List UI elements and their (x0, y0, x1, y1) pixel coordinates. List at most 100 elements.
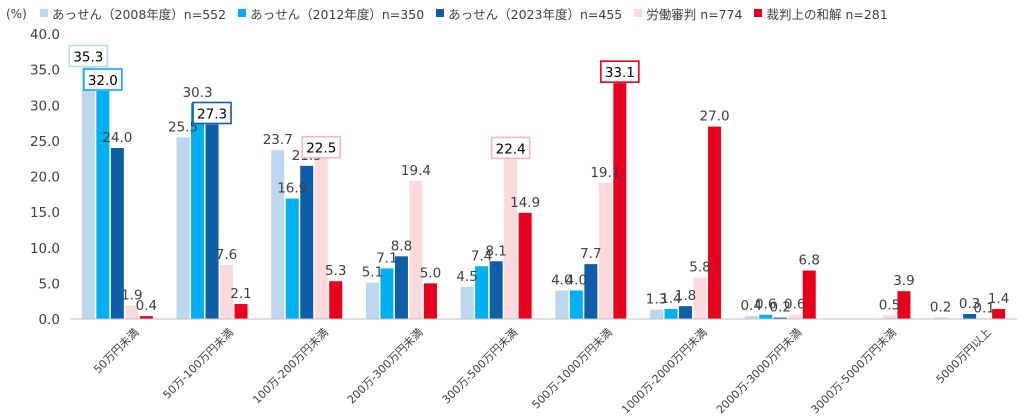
bar-s2-c5 (584, 264, 598, 319)
bar-s3-c0 (125, 305, 139, 319)
x-category-label: 300万-500万円未満 (440, 326, 521, 407)
data-label-s0-c7: 0.4 (741, 298, 762, 314)
y-tick-label: 35.0 (30, 63, 60, 79)
bar-s0-c6 (650, 309, 664, 319)
y-tick-label: 15.0 (30, 205, 60, 221)
data-label-s0-c4: 4.5 (456, 269, 477, 285)
legend-label-2023: あっせん（2023年度）n=455 (448, 6, 623, 22)
data-label-s0-c1: 25.5 (168, 119, 198, 135)
data-label-s4-c0: 0.4 (136, 298, 157, 314)
bar-s0-c3 (365, 282, 379, 319)
x-category-label: 500万-1000万円未満 (529, 326, 615, 412)
x-category-label: 50万円未満 (91, 326, 141, 376)
data-label-s4-c4: 14.9 (510, 195, 540, 211)
y-tick-label: 10.0 (30, 241, 60, 257)
legend-label-2012: あっせん（2012年度）n=350 (250, 6, 425, 22)
data-label-s4-c2: 5.3 (325, 263, 346, 279)
y-tick-label: 20.0 (30, 170, 60, 186)
legend-label-labor-tribunal: 労働審判 n=774 (646, 6, 743, 22)
y-tick-label: 25.0 (30, 134, 60, 150)
data-label-s2-c3: 8.8 (391, 238, 412, 254)
x-category-label: 100万-200万円未満 (250, 326, 331, 407)
bar-s0-c9 (934, 317, 948, 319)
bar-s3-c8 (882, 315, 896, 319)
data-label-s4-c7: 6.8 (799, 253, 820, 269)
bar-s0-c4 (460, 286, 474, 319)
legend-label-court-settlement: 裁判上の和解 n=281 (766, 6, 888, 22)
legend-item-2023: あっせん（2023年度）n=455 (436, 4, 622, 23)
data-label-s0-c0: 35.3 (73, 49, 103, 65)
bar-s2-c3 (394, 256, 408, 319)
bar-s0-c5 (555, 290, 569, 319)
data-label-s4-c1: 2.1 (230, 286, 251, 302)
data-label-s3-c2: 22.5 (306, 141, 336, 157)
bar-s1-c4 (475, 266, 489, 319)
bar-s1-c3 (380, 268, 394, 319)
highlight-box-s2-c1 (192, 101, 232, 125)
bar-s3-c4 (504, 159, 518, 319)
y-tick-label: 30.0 (30, 98, 60, 114)
bar-s3-c6 (693, 277, 707, 319)
data-label-s4-c5: 33.1 (605, 65, 635, 81)
data-label-s2-c6: 1.8 (675, 288, 696, 304)
data-label-s0-c2: 23.7 (263, 132, 293, 148)
legend-swatch-2008 (40, 9, 48, 17)
data-label-s3-c4: 22.4 (496, 141, 526, 157)
data-label-s0-c6: 1.3 (646, 292, 667, 308)
data-label-s1-c0: 32.0 (88, 73, 118, 89)
data-label-s1-c6: 1.4 (660, 291, 681, 307)
bar-s1-c6 (664, 309, 678, 319)
y-tick-label: 40.0 (30, 27, 60, 43)
data-label-s3-c8: 0.5 (879, 297, 900, 313)
bar-s3-c1 (220, 264, 234, 319)
data-label-s1-c7: 0.6 (755, 297, 776, 313)
bar-s2-c9 (963, 314, 977, 319)
highlight-box-s0-c0 (68, 44, 109, 68)
data-label-s3-c3: 19.4 (401, 163, 431, 179)
y-axis-unit-label: (%) (6, 7, 27, 21)
highlight-box-s3-c4 (490, 136, 531, 160)
highlight-box-s4-c5 (600, 60, 640, 83)
data-label-s4-c3: 5.0 (420, 265, 441, 281)
bar-s1-c2 (285, 198, 299, 319)
bar-s2-c0 (110, 148, 124, 319)
data-label-s0-c5: 4.0 (551, 273, 572, 289)
x-category-label: 1000万-2000万円未満 (619, 326, 709, 416)
bar-s2-c6 (679, 306, 693, 319)
bar-s4-c2 (329, 281, 343, 319)
data-label-s3-c1: 7.6 (216, 247, 237, 263)
data-label-s4-c9: 1.4 (988, 291, 1009, 307)
bar-s4-c9 (992, 309, 1006, 319)
bar-s0-c1 (176, 137, 190, 319)
bar-s4-c0 (139, 316, 153, 319)
data-label-s1-c1: 30.3 (183, 85, 213, 101)
bar-s0-c2 (271, 150, 285, 319)
bar-s3-c2 (314, 158, 328, 319)
data-label-s2-c1: 27.3 (197, 106, 227, 122)
bar-s4-c1 (234, 304, 248, 319)
x-category-label: 50万-100万円未満 (161, 326, 237, 402)
bar-s4-c5 (613, 83, 627, 319)
legend-label-2008: あっせん（2008年度）n=552 (52, 6, 227, 22)
bar-s3-c7 (788, 314, 802, 319)
bar-s4-c8 (897, 291, 911, 319)
data-label-s2-c7: 0.2 (770, 300, 791, 316)
legend-swatch-labor-tribunal (634, 9, 643, 17)
legend-item-court-settlement: 裁判上の和解 n=281 (754, 4, 888, 23)
legend-item-2008: あっせん（2008年度）n=552 (40, 4, 226, 23)
data-label-s1-c3: 7.1 (376, 250, 397, 266)
legend-swatch-court-settlement (754, 9, 763, 17)
data-label-s3-c5: 19.1 (590, 165, 620, 181)
y-tick-label: 5.0 (39, 276, 60, 292)
data-label-s3-c9: 0.1 (973, 300, 994, 316)
data-label-s0-c9: 0.2 (930, 300, 951, 316)
bar-s1-c7 (759, 314, 773, 319)
bar-s4-c3 (423, 283, 437, 319)
bar-s3-c5 (598, 182, 612, 319)
bar-s1-c0 (96, 91, 110, 319)
bar-s2-c7 (773, 317, 787, 319)
bar-s1-c5 (569, 290, 583, 319)
x-category-label: 5000万円以上 (934, 326, 994, 386)
bar-s1-c1 (191, 103, 205, 319)
